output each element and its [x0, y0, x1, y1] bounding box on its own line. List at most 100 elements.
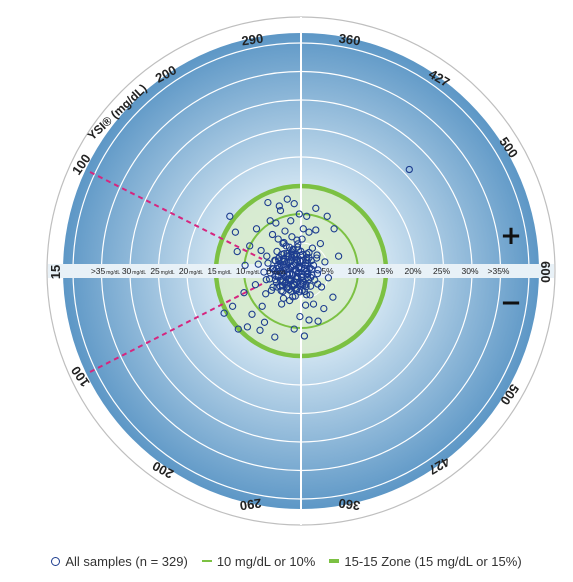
data-point — [299, 225, 307, 233]
data-point — [279, 257, 287, 266]
data-point — [312, 254, 321, 262]
data-point — [273, 247, 281, 256]
data-point — [241, 261, 249, 269]
data-point — [296, 257, 304, 265]
data-point — [263, 252, 271, 260]
data-point — [220, 309, 228, 317]
x-tick-unit: mg/dL — [272, 270, 286, 276]
data-point — [266, 269, 274, 277]
data-point — [334, 252, 343, 260]
data-point — [295, 264, 303, 273]
data-point — [296, 312, 304, 321]
data-point — [268, 230, 277, 239]
data-point — [297, 272, 306, 281]
x-tick-left: 10mg/dL — [236, 266, 261, 276]
data-point — [405, 165, 413, 174]
data-point — [313, 251, 321, 259]
data-point — [256, 326, 264, 334]
data-point — [258, 302, 266, 310]
data-point — [329, 293, 337, 301]
data-point — [303, 266, 311, 275]
data-point — [290, 325, 298, 333]
data-point — [305, 228, 313, 236]
data-point — [290, 200, 298, 208]
data-point — [243, 323, 252, 331]
data-points — [220, 165, 413, 341]
data-point — [305, 316, 313, 324]
data-point — [302, 280, 310, 288]
data-point — [271, 256, 279, 264]
data-point — [303, 212, 311, 220]
x-tick-right: 30% — [461, 266, 478, 276]
data-point — [279, 239, 287, 248]
data-point — [321, 258, 329, 266]
data-point — [306, 282, 315, 290]
x-tick-unit: mg/dL — [246, 270, 260, 276]
x-tick-left: 25mg/dL — [150, 266, 175, 276]
data-point — [294, 240, 302, 248]
legend-label-fifteen-zone: 15-15 Zone (15 mg/dL or 15%) — [344, 553, 522, 569]
x-tick-unit: mg/dL — [132, 270, 146, 276]
data-point — [279, 294, 288, 302]
data-point — [273, 283, 281, 291]
x-tick-left: >35mg/dL — [91, 266, 121, 276]
data-point — [320, 304, 328, 313]
thick-green-line-icon — [329, 559, 340, 563]
data-point — [278, 278, 287, 286]
data-point — [226, 212, 234, 220]
data-point — [252, 225, 261, 233]
x-tick-right: 20% — [404, 266, 421, 276]
data-point — [302, 291, 311, 299]
ring-label-600: 600 — [538, 261, 553, 283]
data-point — [278, 269, 287, 278]
x-tick-right: 10% — [347, 266, 364, 276]
legend-item-all-samples: All samples (n = 329) — [51, 553, 188, 569]
data-point — [273, 264, 281, 273]
open-circle-icon — [51, 556, 61, 566]
data-point — [281, 227, 289, 235]
data-point — [269, 283, 277, 291]
data-point — [314, 280, 322, 288]
data-point — [309, 300, 318, 308]
data-point — [240, 289, 248, 297]
data-point — [277, 287, 285, 295]
data-point — [280, 238, 288, 247]
data-point — [316, 239, 325, 248]
data-point — [313, 270, 322, 278]
legend-label-all-samples: All samples (n = 329) — [65, 553, 188, 569]
x-tick-left: 20mg/dL — [179, 266, 204, 276]
x-tick-right: 25% — [433, 266, 450, 276]
data-point — [233, 247, 241, 256]
data-point — [299, 280, 307, 289]
data-point — [254, 260, 262, 268]
data-point — [293, 236, 301, 244]
data-point — [289, 293, 297, 301]
polar-error-chart: >35mg/dL 30mg/dL 25mg/dL 20mg/dL 15mg/dL 10mg… — [46, 16, 556, 526]
data-point — [251, 281, 260, 289]
data-point — [287, 217, 295, 225]
data-point — [257, 246, 265, 255]
x-tick-right: 5% — [321, 266, 334, 276]
data-point — [231, 228, 240, 236]
legend-label-ten-line: 10 mg/dL or 10% — [216, 553, 316, 569]
data-point — [234, 325, 242, 333]
data-point — [275, 202, 283, 210]
data-point — [276, 206, 285, 215]
data-point — [306, 291, 314, 299]
data-point — [285, 265, 293, 273]
ring-label-15: 15 — [48, 265, 63, 279]
data-point — [262, 290, 270, 298]
data-point — [274, 235, 282, 243]
data-point — [330, 225, 338, 233]
x-tick-right: 15% — [376, 266, 393, 276]
data-point — [260, 318, 269, 326]
data-point — [271, 333, 279, 341]
data-point — [264, 259, 272, 267]
ring-label-290-bottom: 290 — [239, 496, 263, 514]
data-point — [301, 301, 310, 309]
data-point — [246, 242, 254, 250]
data-point — [312, 226, 320, 234]
data-point — [288, 233, 296, 241]
data-point — [297, 247, 305, 255]
data-point — [248, 310, 256, 318]
